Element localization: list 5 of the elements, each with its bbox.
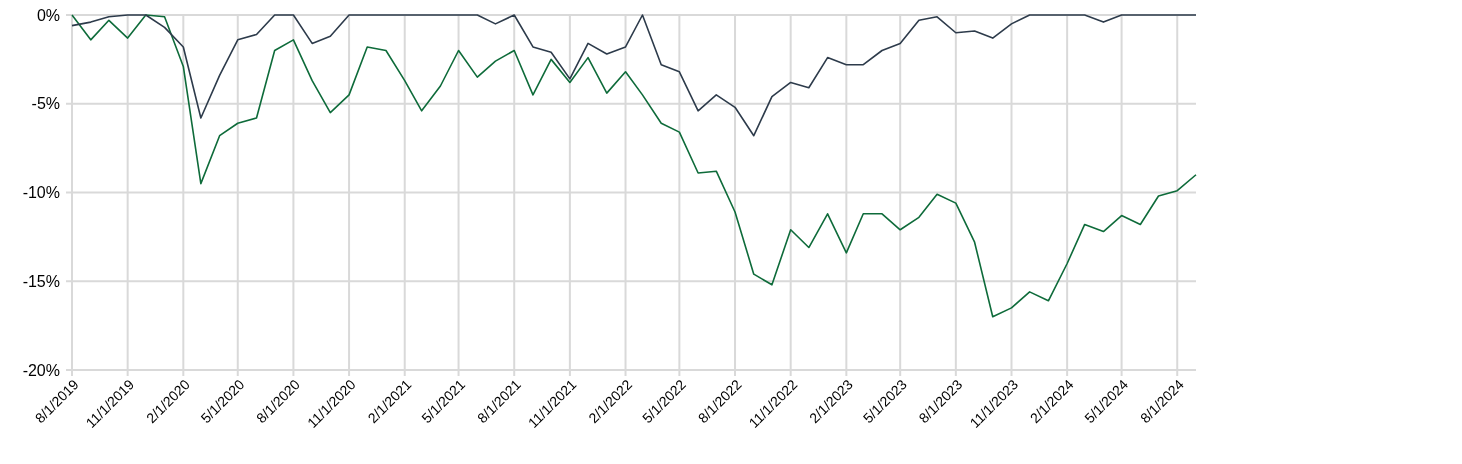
- y-tick-label: -15%: [22, 272, 60, 290]
- y-tick-label: -5%: [31, 95, 60, 113]
- y-tick-label: -10%: [22, 184, 60, 202]
- y-tick-label: 0%: [36, 6, 60, 24]
- y-tick-label: -20%: [22, 361, 60, 379]
